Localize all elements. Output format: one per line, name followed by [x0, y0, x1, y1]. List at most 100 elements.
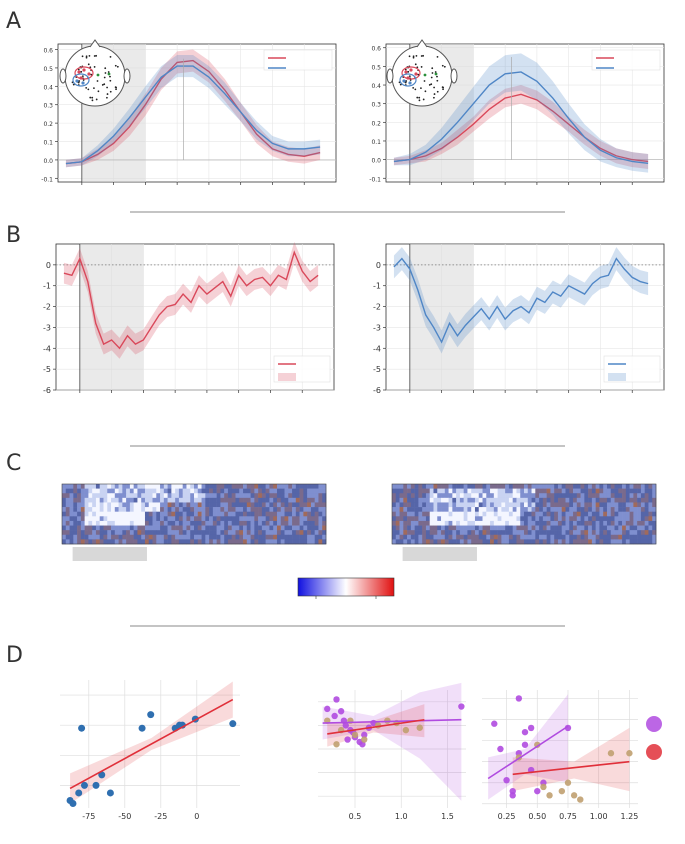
data-point	[106, 789, 114, 797]
spectrogram-cell	[569, 493, 574, 499]
spectrogram-cell	[392, 525, 397, 531]
spectrogram-cell	[250, 507, 255, 512]
spectrogram-cell	[141, 525, 146, 531]
spectrogram-cell	[239, 516, 244, 522]
spectrogram-cell	[284, 507, 289, 512]
spectrogram-cell	[576, 493, 581, 499]
spectrogram-cell	[261, 516, 266, 522]
spectrogram-cell	[224, 516, 229, 522]
optode-dot	[93, 87, 95, 90]
spectrogram-cell	[603, 530, 608, 536]
optode-dot	[85, 56, 88, 59]
cz-channel	[423, 73, 427, 77]
spectrogram-cell	[167, 534, 172, 540]
spectrogram-cell	[122, 534, 127, 540]
spectrogram-cell	[194, 507, 199, 512]
series-line-postcentral	[65, 65, 321, 165]
spectrogram-cell	[273, 525, 278, 531]
y-tick-label: -3	[373, 323, 381, 332]
spectrogram-cell	[493, 507, 498, 512]
spectrogram-cell	[137, 502, 142, 508]
spectrogram-cell	[205, 539, 210, 545]
data-point-mi	[570, 792, 578, 799]
spectrogram-cell	[395, 484, 400, 489]
spectrogram-cell	[644, 534, 649, 540]
spectrogram-cell	[648, 488, 653, 494]
spectrogram-cell	[546, 511, 551, 517]
spectrogram-cell	[122, 539, 127, 545]
spectrogram-cell	[524, 507, 529, 512]
panel-label-d: D	[6, 643, 23, 668]
spectrogram-cell	[182, 516, 187, 522]
spectrogram-cell	[239, 520, 244, 526]
spectrogram-cell	[625, 484, 630, 489]
spectrogram-cell	[307, 511, 312, 517]
spectrogram-cell	[459, 520, 464, 526]
spectrogram-cell	[148, 520, 153, 526]
series-line-erds	[393, 257, 649, 344]
spectrogram-cell	[471, 539, 476, 545]
spectrogram-cell	[92, 493, 97, 499]
spectrogram-cell	[531, 493, 536, 499]
spectrogram-cell	[269, 534, 274, 540]
spectrogram-cell	[201, 497, 206, 503]
spectrogram-cell	[478, 484, 483, 489]
spectrogram-cell	[474, 484, 480, 489]
spectrogram-cell	[414, 502, 419, 508]
spectrogram-cell	[554, 534, 559, 540]
spectrogram-cell	[463, 534, 468, 540]
spectrogram-cell	[258, 488, 263, 494]
spectrogram-cell	[625, 539, 630, 545]
spectrogram-cell	[231, 488, 236, 494]
spectrogram-cell	[467, 520, 472, 526]
spectrogram-cell	[88, 525, 93, 531]
spectrogram-cell	[486, 493, 491, 499]
spectrogram-cell	[310, 507, 315, 512]
spectrogram-cell	[425, 511, 431, 517]
spectrogram-cell	[433, 488, 438, 494]
spectrogram-cell	[178, 502, 183, 508]
fit-line-mi	[327, 718, 425, 735]
spectrogram-cell	[163, 488, 168, 494]
spectrogram-cell	[524, 539, 529, 545]
spectrogram-cell	[606, 520, 612, 526]
spectrogram-cell	[103, 507, 108, 512]
spectrogram-cell	[444, 530, 449, 536]
spectrogram-cell	[322, 525, 327, 531]
spectrogram-cell	[576, 511, 581, 517]
spectrogram-cell	[307, 497, 312, 503]
nose	[416, 39, 428, 48]
spectrogram-cell	[175, 511, 180, 517]
spectrogram-cell	[250, 539, 255, 545]
spectrogram-cell	[437, 534, 442, 540]
optode-dot	[414, 63, 417, 66]
spectrogram-cell	[95, 497, 101, 503]
spectrogram-cell	[399, 511, 404, 517]
spectrogram-cell	[637, 534, 642, 540]
spectrogram-cell	[276, 507, 282, 512]
spectrogram-cell	[493, 534, 498, 540]
spectrogram-cell	[629, 520, 634, 526]
spectrogram-cell	[310, 539, 315, 545]
spectrogram-cell	[614, 493, 619, 499]
spectrogram-cell	[216, 525, 221, 531]
spectrogram-cell	[307, 488, 312, 494]
spectrogram-cell	[618, 488, 623, 494]
spectrogram-cell	[520, 484, 525, 489]
spectrogram-cell	[254, 502, 259, 508]
spectrogram-cell	[137, 497, 142, 503]
spectrogram-cell	[637, 502, 642, 508]
spectrogram-cell	[141, 539, 146, 545]
spectrogram-cell	[474, 507, 480, 512]
spectrogram-cell	[99, 516, 104, 522]
task-period-shade	[79, 244, 144, 390]
spectrogram-cell	[595, 516, 600, 522]
spectrogram-cell	[486, 507, 491, 512]
spectrogram-cell	[243, 507, 248, 512]
spectrogram-cell	[258, 516, 263, 522]
spectrogram-cell	[497, 525, 502, 531]
spectrogram-cell	[490, 488, 495, 494]
spectrogram-cell	[474, 493, 480, 499]
spectrogram-cell	[392, 516, 397, 522]
spectrogram-cell	[520, 525, 525, 531]
